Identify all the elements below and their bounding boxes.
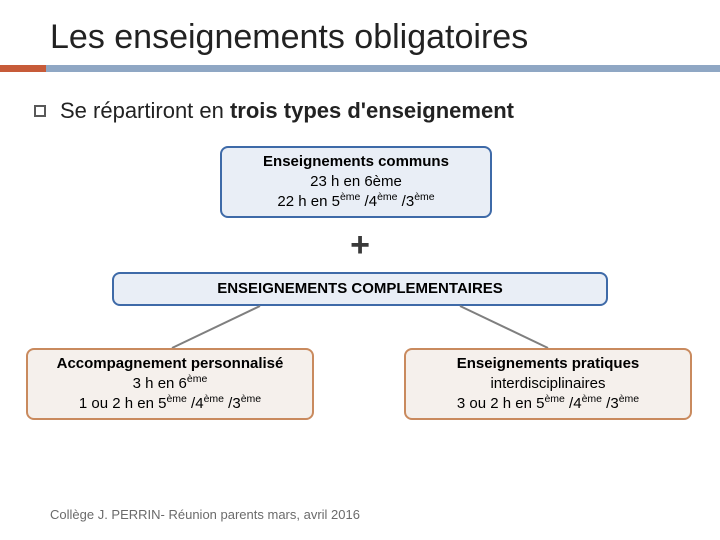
underline-main [46, 65, 720, 72]
box-accompagnement-line3: 1 ou 2 h en 5ème /4ème /3ème [79, 394, 261, 414]
box-accompagnement: Accompagnement personnalisé 3 h en 6ème … [26, 348, 314, 420]
box-pratiques-line1: Enseignements pratiques [457, 354, 640, 374]
bullet-prefix: Se répartiront en [60, 98, 230, 123]
box-accompagnement-line1: Accompagnement personnalisé [57, 354, 284, 374]
bullet-icon [34, 105, 46, 117]
footer-text: Collège J. PERRIN- Réunion parents mars,… [50, 507, 360, 522]
title-underline [0, 65, 720, 72]
bullet-row: Se répartiront en trois types d'enseigne… [0, 72, 720, 124]
box-pratiques: Enseignements pratiques interdisciplinai… [404, 348, 692, 420]
bullet-bold: trois types d'enseignement [230, 98, 514, 123]
bullet-text: Se répartiront en trois types d'enseigne… [60, 98, 514, 124]
connector-right [0, 146, 720, 476]
underline-accent [0, 65, 46, 72]
page-title: Les enseignements obligatoires [0, 0, 720, 65]
box-pratiques-line2: interdisciplinaires [490, 374, 605, 394]
diagram: Enseignements communs 23 h en 6ème 22 h … [0, 146, 720, 476]
box-pratiques-line3: 3 ou 2 h en 5ème /4ème /3ème [457, 394, 639, 414]
box-accompagnement-line2: 3 h en 6ème [133, 374, 208, 394]
